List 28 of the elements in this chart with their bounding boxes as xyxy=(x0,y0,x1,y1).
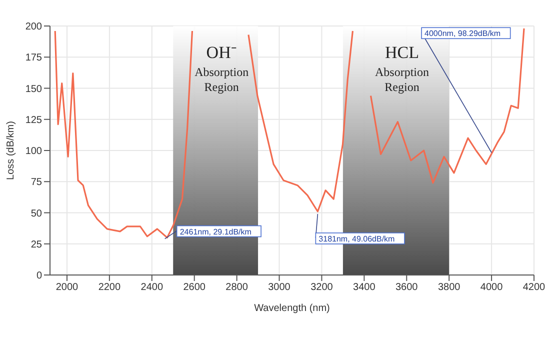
annotation: 4000nm, 98.29dB/km xyxy=(424,29,501,38)
y-tick-label: 0 xyxy=(36,270,42,282)
y-tick-label: 75 xyxy=(30,177,42,188)
y-tick-label: 150 xyxy=(25,84,42,95)
x-tick-label: 2600 xyxy=(183,282,206,294)
x-axis-title: Wavelength (nm) xyxy=(254,303,330,314)
x-tick-label: 2000 xyxy=(56,282,79,294)
band-label: OH⁻ Absorption Region xyxy=(194,43,249,94)
y-tick-label: 100 xyxy=(25,146,42,158)
x-tick-label: 2800 xyxy=(226,282,248,294)
x-tick-label: 3200 xyxy=(310,282,334,294)
x-tick-label: 4000 xyxy=(480,282,504,294)
band-label: HCL Absorption Region xyxy=(375,43,430,94)
x-tick-label: 4200 xyxy=(522,282,546,294)
y-tick-label: 175 xyxy=(25,52,42,64)
y-tick-label: 25 xyxy=(30,239,42,250)
y-axis-title: Loss (dB/km) xyxy=(6,121,17,180)
y-tick-label: 200 xyxy=(25,22,42,33)
x-tick-label: 3400 xyxy=(353,282,376,294)
y-tick-label: 50 xyxy=(30,208,42,220)
y-tick-label: 125 xyxy=(25,114,42,126)
x-tick-label: 3600 xyxy=(396,282,418,294)
x-tick-label: 2400 xyxy=(140,282,164,294)
x-tick-label: 2200 xyxy=(98,282,121,294)
annotation: 2461nm, 29.1dB/km xyxy=(180,227,252,236)
annotation: 3181nm, 49.06dB/km xyxy=(318,234,396,244)
x-tick-label: 3800 xyxy=(438,282,461,294)
x-tick-label: 3000 xyxy=(268,282,291,294)
